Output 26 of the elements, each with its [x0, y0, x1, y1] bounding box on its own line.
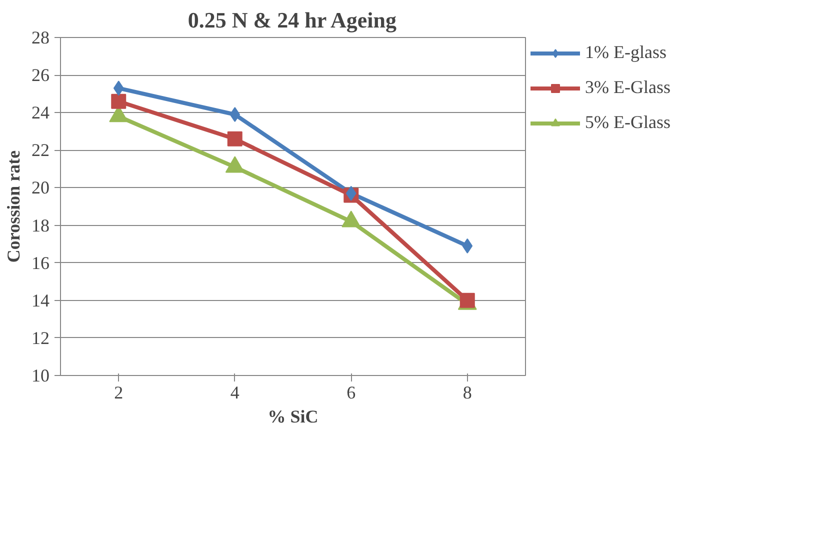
y-tick-label: 20	[32, 178, 50, 198]
legend-label: 1% E-glass	[585, 42, 666, 63]
y-tick-label: 14	[32, 290, 50, 310]
y-tick-label: 12	[32, 328, 50, 348]
x-tick-label: 6	[346, 382, 356, 402]
y-tick-label: 28	[32, 28, 50, 48]
point	[346, 186, 356, 201]
legend-label: 5% E-Glass	[585, 112, 670, 133]
y-tick-label: 26	[32, 65, 50, 86]
x-axis-title: % SiC	[268, 406, 318, 426]
x-tick-label: 4	[230, 382, 240, 402]
legend-label: 3% E-Glass	[585, 77, 670, 98]
y-tick-label: 22	[32, 140, 50, 160]
x-tick-label: 8	[462, 382, 472, 402]
y-tick-label: 24	[32, 102, 50, 123]
y-axis-title: Corossion rate	[4, 150, 24, 263]
point	[230, 106, 240, 122]
point	[113, 80, 124, 96]
y-tick-label: 10	[32, 366, 50, 386]
point	[111, 94, 126, 109]
point	[462, 238, 473, 254]
y-tick-label: 18	[32, 215, 50, 236]
point	[227, 131, 242, 146]
y-tick-label: 16	[32, 252, 50, 273]
x-tick-label: 2	[114, 382, 124, 402]
chart-title: 0.25 N & 24 hr Ageing	[188, 8, 396, 32]
